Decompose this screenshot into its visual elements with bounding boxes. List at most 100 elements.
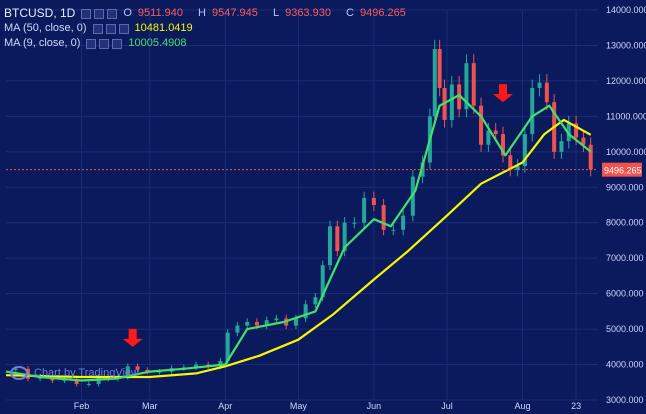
low-label: L: [272, 7, 280, 19]
candle-body: [381, 205, 386, 230]
candle-body: [328, 226, 333, 266]
candle-body: [544, 82, 549, 103]
y-tick-label: 10000.000: [606, 147, 646, 157]
ma9-eye-icon[interactable]: [86, 38, 97, 49]
down-arrow-icon: [492, 84, 513, 103]
legend-settings-icon[interactable]: [94, 8, 105, 19]
candle-body: [235, 325, 240, 333]
ma50-close-icon[interactable]: [118, 23, 129, 34]
ma9-close-icon[interactable]: [112, 38, 123, 49]
candle-body: [218, 361, 223, 367]
chart-legend: BTCUSD, 1D O 9511.940 H 9547.945 L 9363.930…: [4, 6, 418, 51]
x-tick-label: Mar: [142, 401, 158, 411]
ma9-label: MA (9, close, 0): [4, 37, 81, 49]
candle-body: [352, 222, 357, 224]
y-tick-label: 14000.000: [606, 5, 646, 15]
y-tick-label: 13000.000: [606, 40, 646, 50]
candle-body: [486, 130, 491, 145]
candle-body: [401, 215, 406, 230]
candle-body: [479, 105, 484, 145]
candle-body: [500, 134, 505, 156]
low-value: 9363.930: [285, 7, 331, 19]
symbol-label: BTCUSD, 1D: [4, 6, 76, 20]
legend-row-ohlc: BTCUSD, 1D O 9511.940 H 9547.945 L 9363.930…: [4, 6, 418, 21]
ma50-label: MA (50, close, 0): [4, 22, 87, 34]
candle-body: [457, 84, 462, 110]
y-tick-label: 9000.000: [606, 182, 644, 192]
x-tick-label: Jun: [367, 401, 382, 411]
x-tick-label: Apr: [218, 401, 232, 411]
candle-body: [508, 155, 513, 170]
candle-body: [515, 166, 520, 170]
y-tick-label: 8000.000: [606, 218, 644, 228]
candle-body: [371, 197, 376, 205]
ma50-value: 10481.0419: [134, 22, 193, 34]
candle-body: [313, 297, 318, 305]
high-label: H: [198, 7, 206, 19]
candle-body: [335, 226, 340, 252]
candle-body: [245, 322, 250, 326]
x-tick-label: 23: [571, 401, 581, 411]
candle-body: [362, 197, 367, 223]
candle-body: [293, 318, 298, 326]
last-price-label: 9496.265: [604, 166, 642, 176]
ma9-line: [5, 93, 592, 382]
candle-body: [391, 229, 396, 231]
candle-body: [493, 130, 498, 135]
x-tick-label: May: [290, 401, 308, 411]
legend-row-ma50: MA (50, close, 0) 10481.0419: [4, 21, 418, 36]
candle-body: [559, 141, 564, 152]
y-tick-label: 6000.000: [606, 289, 644, 299]
high-value: 9547.945: [212, 7, 258, 19]
candle-body: [437, 49, 442, 88]
ma50-settings-icon[interactable]: [105, 23, 116, 34]
candle-body: [74, 379, 79, 385]
legend-close-icon[interactable]: [107, 8, 118, 19]
candle-body: [194, 364, 199, 368]
candle-body: [274, 318, 279, 321]
x-tick-label: Feb: [74, 401, 90, 411]
candle-body: [145, 369, 150, 372]
watermark-text: Chart by TradingView: [34, 367, 139, 379]
candle-body: [320, 265, 325, 298]
tradingview-cloud-icon: [10, 366, 28, 380]
candle-body: [86, 384, 91, 386]
close-label: C: [346, 7, 354, 19]
candle-body: [574, 123, 579, 138]
x-tick-label: Aug: [514, 401, 530, 411]
candle-body: [537, 82, 542, 88]
ma9-settings-icon[interactable]: [99, 38, 110, 49]
down-arrow-icon: [122, 328, 143, 347]
x-tick-label: Jul: [441, 401, 453, 411]
candle-body: [135, 366, 140, 370]
legend-controls[interactable]: [81, 8, 118, 19]
ma50-controls[interactable]: [92, 23, 129, 34]
y-tick-label: 12000.000: [606, 76, 646, 86]
ohlc-values: O 9511.940 H 9547.945 L 9363.930 C 9496.265: [123, 6, 418, 21]
candle-body: [225, 332, 230, 361]
y-tick-label: 4000.000: [606, 360, 644, 370]
candle-body: [464, 63, 469, 110]
last-price-tag: [602, 162, 642, 177]
candle-body: [522, 134, 527, 166]
ma9-value: 10005.4908: [128, 37, 187, 49]
legend-row-ma9: MA (9, close, 0) 10005.4908: [4, 36, 418, 51]
open-value: 9511.940: [137, 7, 183, 19]
legend-eye-icon[interactable]: [81, 8, 92, 19]
close-value: 9496.265: [359, 7, 406, 19]
ma9-controls[interactable]: [86, 38, 123, 49]
ma50-eye-icon[interactable]: [92, 23, 103, 34]
y-tick-label: 7000.000: [606, 253, 644, 263]
candle-body: [254, 322, 259, 326]
tradingview-watermark: Chart by TradingView: [10, 366, 139, 380]
candle-body: [588, 144, 593, 170]
candle-body: [125, 366, 130, 377]
candle-body: [449, 84, 454, 120]
y-tick-label: 11000.000: [606, 111, 646, 121]
candle-body: [581, 137, 586, 145]
y-tick-label: 5000.000: [606, 324, 644, 334]
candle-body: [62, 379, 67, 381]
ma50-line: [5, 118, 592, 379]
